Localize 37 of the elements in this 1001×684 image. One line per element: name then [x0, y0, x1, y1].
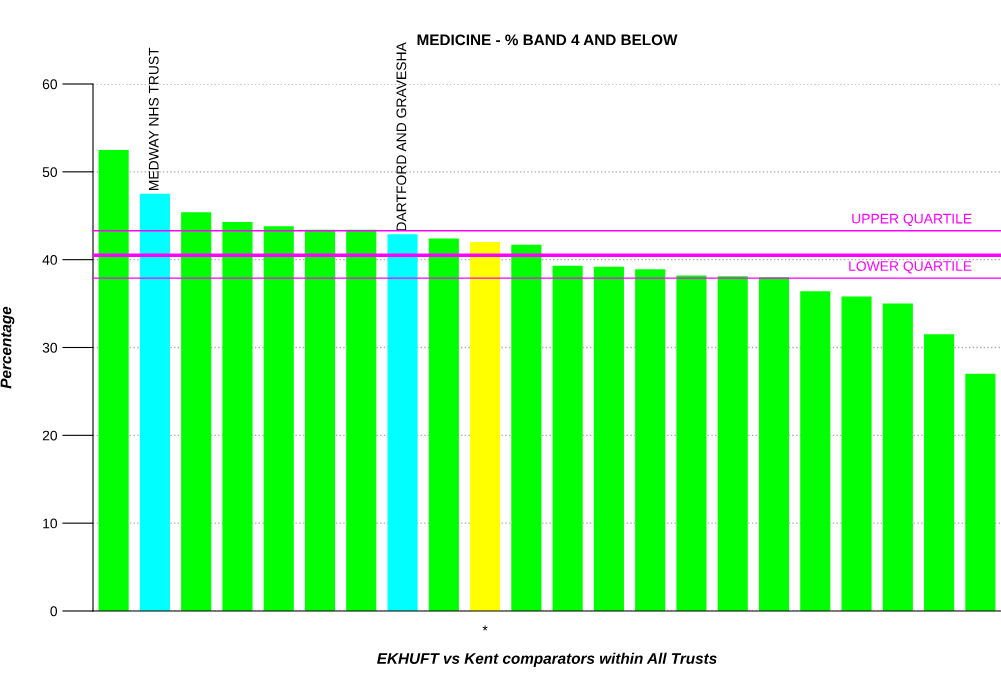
bar	[428, 238, 459, 611]
y-tick-label: 60	[42, 79, 58, 90]
y-tick-label: 20	[42, 430, 58, 441]
ref-line-label: UPPER QUARTILE	[852, 213, 972, 227]
bar	[222, 221, 253, 611]
bar	[304, 229, 336, 611]
bar	[181, 212, 212, 611]
ref-line-label: LOWER QUARTILE	[849, 261, 972, 274]
bar	[800, 291, 831, 611]
y-tick-label: 10	[43, 518, 58, 529]
bar	[882, 303, 913, 611]
bar	[470, 242, 501, 611]
bar	[387, 234, 418, 611]
bar	[552, 265, 583, 611]
x-tick-label: *	[482, 625, 488, 631]
bar	[635, 269, 666, 611]
bar	[924, 334, 955, 611]
y-tick-label: 0	[50, 606, 58, 617]
x-tick-label: DARTFORD AND GRAVESHA	[396, 42, 407, 231]
x-tick-label: MEDWAY NHS TRUST	[148, 47, 159, 191]
bar	[676, 275, 707, 611]
bar	[841, 296, 872, 611]
bar	[263, 226, 294, 611]
bar	[98, 149, 129, 611]
bar	[139, 193, 170, 611]
y-tick-label: 50	[42, 167, 58, 177]
bar	[758, 277, 790, 611]
chart-title: MEDICINE - % BAND 4 AND BELOW	[417, 34, 678, 46]
bar	[593, 266, 624, 611]
y-tick-label: 40	[42, 255, 58, 265]
bar	[346, 229, 377, 611]
bar	[965, 373, 996, 611]
bar	[511, 244, 542, 611]
y-axis-title: Percentage	[0, 306, 15, 389]
x-axis-title: EKHUFT vs Kent comparators within All Trusts	[377, 652, 717, 667]
bar	[717, 276, 748, 611]
y-tick-label: 30	[42, 342, 58, 353]
